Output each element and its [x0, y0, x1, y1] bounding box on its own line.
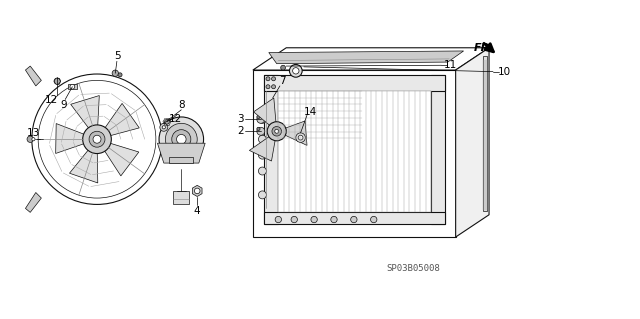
Text: 7: 7	[279, 76, 285, 86]
Text: SP03B05008: SP03B05008	[387, 264, 440, 273]
Polygon shape	[70, 96, 99, 132]
Circle shape	[112, 70, 118, 77]
Polygon shape	[102, 103, 140, 137]
Text: 9: 9	[60, 100, 67, 110]
Bar	[264, 75, 445, 91]
Polygon shape	[253, 70, 456, 237]
Circle shape	[257, 127, 265, 135]
Circle shape	[266, 85, 270, 89]
Circle shape	[331, 216, 337, 223]
Circle shape	[32, 137, 35, 141]
Bar	[68, 84, 77, 89]
Circle shape	[289, 64, 302, 77]
Circle shape	[291, 216, 298, 223]
Circle shape	[267, 122, 286, 141]
Circle shape	[266, 77, 270, 81]
Circle shape	[351, 216, 357, 223]
Text: 12: 12	[168, 114, 182, 124]
Circle shape	[32, 74, 162, 204]
Text: FR.: FR.	[474, 43, 495, 53]
Circle shape	[259, 151, 266, 159]
Polygon shape	[102, 142, 139, 176]
Circle shape	[259, 167, 266, 175]
Circle shape	[271, 77, 276, 81]
Bar	[264, 211, 445, 224]
Text: 1: 1	[639, 41, 640, 51]
Circle shape	[257, 127, 260, 130]
Circle shape	[89, 131, 105, 147]
Circle shape	[70, 84, 75, 89]
Circle shape	[162, 126, 165, 129]
Text: 10: 10	[497, 67, 511, 77]
Circle shape	[164, 119, 170, 124]
Bar	[483, 56, 488, 211]
Bar	[264, 75, 278, 224]
Circle shape	[292, 68, 299, 74]
Polygon shape	[26, 192, 42, 212]
Bar	[431, 75, 445, 224]
Text: 3: 3	[237, 114, 243, 124]
Polygon shape	[56, 123, 88, 153]
Polygon shape	[70, 147, 98, 183]
Polygon shape	[253, 98, 276, 126]
Circle shape	[172, 130, 191, 149]
Circle shape	[54, 78, 60, 84]
Circle shape	[259, 115, 266, 123]
Circle shape	[27, 136, 33, 142]
Circle shape	[118, 73, 122, 77]
Circle shape	[259, 191, 266, 199]
Polygon shape	[282, 121, 307, 145]
Circle shape	[298, 135, 303, 140]
Circle shape	[177, 134, 186, 144]
Circle shape	[275, 129, 278, 133]
Circle shape	[165, 123, 197, 155]
Circle shape	[296, 133, 305, 142]
Circle shape	[83, 125, 111, 153]
Polygon shape	[26, 66, 42, 86]
Text: 4: 4	[194, 206, 200, 216]
Circle shape	[371, 216, 377, 223]
Circle shape	[271, 85, 276, 89]
Bar	[170, 157, 193, 163]
Polygon shape	[157, 143, 205, 163]
Circle shape	[272, 127, 282, 136]
Circle shape	[311, 216, 317, 223]
Polygon shape	[269, 51, 463, 64]
Polygon shape	[456, 48, 489, 237]
Polygon shape	[253, 48, 489, 70]
Text: 13: 13	[27, 128, 40, 138]
Polygon shape	[193, 185, 202, 197]
Circle shape	[281, 65, 285, 70]
Bar	[278, 91, 431, 211]
Text: 5: 5	[115, 51, 121, 61]
Circle shape	[195, 188, 200, 194]
Text: 2: 2	[237, 126, 243, 136]
Polygon shape	[250, 135, 275, 161]
Circle shape	[259, 135, 266, 143]
Circle shape	[257, 115, 260, 119]
Bar	[173, 191, 189, 204]
Circle shape	[160, 123, 168, 131]
Text: 8: 8	[178, 100, 184, 110]
Text: 14: 14	[303, 107, 317, 117]
Text: 12: 12	[45, 95, 58, 105]
Text: 11: 11	[444, 60, 458, 70]
Circle shape	[159, 117, 204, 161]
Circle shape	[257, 115, 265, 123]
Circle shape	[275, 216, 282, 223]
Circle shape	[93, 135, 101, 143]
